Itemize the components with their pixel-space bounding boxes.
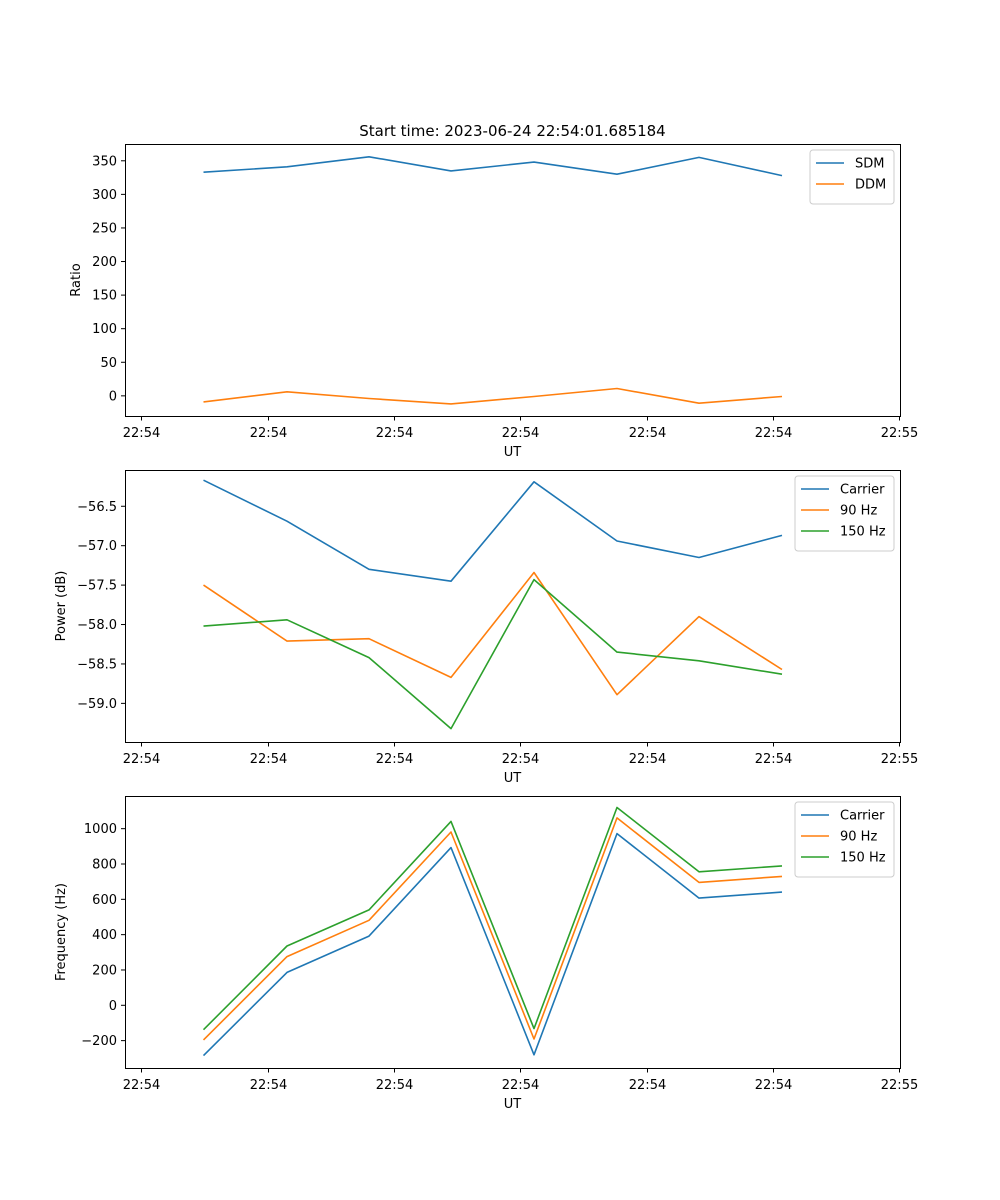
legend-box bbox=[794, 801, 895, 878]
x-tick-label: 22:54 bbox=[755, 426, 792, 441]
y-axis-label: Frequency (Hz) bbox=[54, 883, 69, 981]
x-tick-label: 22:54 bbox=[376, 1078, 413, 1093]
y-tick-label: 150 bbox=[92, 289, 117, 304]
legend: Carrier 90 Hz 150 Hz bbox=[794, 801, 895, 878]
y-tick-label: 600 bbox=[92, 893, 117, 908]
y-axis-label: Power (dB) bbox=[54, 571, 69, 642]
chart-panel-1: Start time: 2023-06-24 22:54:01.685184 22… bbox=[69, 122, 918, 460]
series-line-carrier bbox=[202, 832, 783, 1057]
y-tick-label: 800 bbox=[92, 858, 117, 873]
axes-frame bbox=[125, 796, 901, 1069]
series-line-sdm bbox=[203, 156, 783, 177]
x-tick-label: 22:54 bbox=[250, 1078, 287, 1093]
legend-label: Carrier bbox=[840, 809, 885, 824]
legend: Carrier 90 Hz 150 Hz bbox=[794, 475, 895, 552]
y-tick-label: −57.0 bbox=[77, 539, 117, 554]
y-tick-label: −56.5 bbox=[77, 500, 117, 515]
y-tick-label: 400 bbox=[92, 928, 117, 943]
series-line-90-hz bbox=[203, 571, 783, 696]
y-tick-label: 250 bbox=[92, 221, 117, 236]
legend-box bbox=[794, 475, 895, 552]
legend-label: 150 Hz bbox=[840, 851, 886, 866]
x-axis-label: UT bbox=[504, 1097, 522, 1112]
legend-label: 150 Hz bbox=[840, 525, 886, 540]
y-tick-label: −57.5 bbox=[77, 579, 117, 594]
series-line-carrier bbox=[203, 479, 783, 583]
series-line-ddm bbox=[203, 387, 783, 405]
chart-panel-3: 22:54 22:54 22:54 22:54 22:54 22:54 22:55 UT −20… bbox=[54, 796, 918, 1112]
x-tick-label: 22:54 bbox=[502, 752, 539, 767]
y-axis-label: Ratio bbox=[69, 263, 84, 296]
x-tick-label: 22:54 bbox=[250, 426, 287, 441]
x-tick-label: 22:54 bbox=[629, 426, 666, 441]
y-tick-label: 350 bbox=[92, 154, 117, 169]
x-tick-label: 22:55 bbox=[881, 752, 918, 767]
x-tick-label: 22:54 bbox=[629, 1078, 666, 1093]
y-tick-label: −200 bbox=[81, 1034, 117, 1049]
x-tick-label: 22:54 bbox=[123, 752, 160, 767]
series-line-90-hz bbox=[202, 817, 783, 1041]
x-tick-label: 22:54 bbox=[755, 1078, 792, 1093]
x-tick-label: 22:54 bbox=[755, 752, 792, 767]
series-line-150-hz bbox=[202, 806, 783, 1031]
x-tick-label: 22:54 bbox=[502, 426, 539, 441]
x-tick-label: 22:54 bbox=[629, 752, 666, 767]
axes-frame bbox=[125, 144, 901, 417]
chart-panel-2: 22:54 22:54 22:54 22:54 22:54 22:54 22:55 UT −56… bbox=[54, 470, 918, 786]
x-tick-label: 22:55 bbox=[881, 1078, 918, 1093]
axes-frame bbox=[125, 470, 901, 743]
series-line-150-hz bbox=[203, 578, 783, 730]
y-tick-label: 0 bbox=[109, 999, 117, 1014]
legend-label: 90 Hz bbox=[840, 830, 877, 845]
y-tick-label: 0 bbox=[109, 389, 117, 404]
y-tick-label: 1000 bbox=[84, 822, 117, 837]
legend-label: 90 Hz bbox=[840, 504, 877, 519]
x-axis-label: UT bbox=[504, 445, 522, 460]
x-tick-label: 22:55 bbox=[881, 426, 918, 441]
chart-title: Start time: 2023-06-24 22:54:01.685184 bbox=[359, 122, 665, 140]
x-tick-label: 22:54 bbox=[123, 1078, 160, 1093]
legend-label: SDM bbox=[855, 157, 884, 172]
x-tick-label: 22:54 bbox=[502, 1078, 539, 1093]
x-tick-label: 22:54 bbox=[123, 426, 160, 441]
legend-label: DDM bbox=[855, 178, 886, 193]
y-tick-label: 300 bbox=[92, 188, 117, 203]
y-tick-label: 200 bbox=[92, 255, 117, 270]
legend-label: Carrier bbox=[840, 483, 885, 498]
y-tick-label: 50 bbox=[100, 356, 117, 371]
legend: SDM DDM bbox=[809, 149, 895, 205]
y-tick-label: 100 bbox=[92, 322, 117, 337]
y-tick-label: −58.5 bbox=[77, 657, 117, 672]
x-tick-label: 22:54 bbox=[376, 426, 413, 441]
y-tick-label: −58.0 bbox=[77, 618, 117, 633]
y-tick-label: 200 bbox=[92, 963, 117, 978]
x-axis-label: UT bbox=[504, 771, 522, 786]
x-tick-label: 22:54 bbox=[250, 752, 287, 767]
y-tick-label: −59.0 bbox=[77, 697, 117, 712]
x-tick-label: 22:54 bbox=[376, 752, 413, 767]
